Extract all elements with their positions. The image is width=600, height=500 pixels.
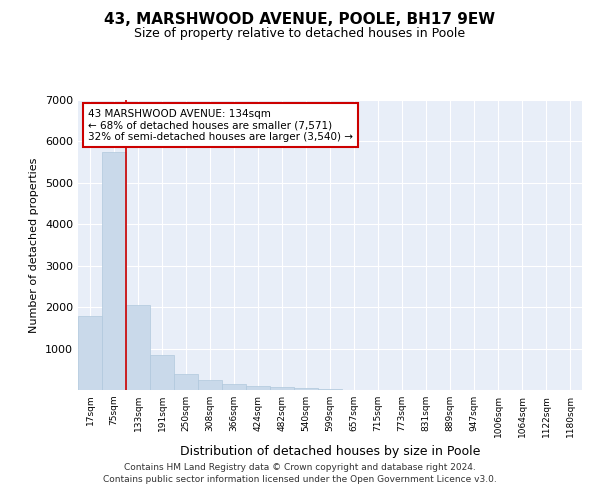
Bar bbox=[78, 316, 102, 390]
Text: Contains HM Land Registry data © Crown copyright and database right 2024.: Contains HM Land Registry data © Crown c… bbox=[124, 464, 476, 472]
Bar bbox=[102, 152, 126, 390]
Text: 43, MARSHWOOD AVENUE, POOLE, BH17 9EW: 43, MARSHWOOD AVENUE, POOLE, BH17 9EW bbox=[104, 12, 496, 28]
Bar bbox=[270, 387, 294, 390]
Bar bbox=[174, 374, 198, 390]
Bar bbox=[246, 386, 270, 390]
X-axis label: Distribution of detached houses by size in Poole: Distribution of detached houses by size … bbox=[180, 446, 480, 458]
Text: Contains public sector information licensed under the Open Government Licence v3: Contains public sector information licen… bbox=[103, 475, 497, 484]
Bar bbox=[126, 304, 150, 390]
Bar bbox=[150, 355, 174, 390]
Y-axis label: Number of detached properties: Number of detached properties bbox=[29, 158, 40, 332]
Bar bbox=[294, 388, 318, 390]
Bar bbox=[222, 384, 246, 390]
Text: 43 MARSHWOOD AVENUE: 134sqm
← 68% of detached houses are smaller (7,571)
32% of : 43 MARSHWOOD AVENUE: 134sqm ← 68% of det… bbox=[88, 108, 353, 142]
Text: Size of property relative to detached houses in Poole: Size of property relative to detached ho… bbox=[134, 28, 466, 40]
Bar bbox=[198, 380, 222, 390]
